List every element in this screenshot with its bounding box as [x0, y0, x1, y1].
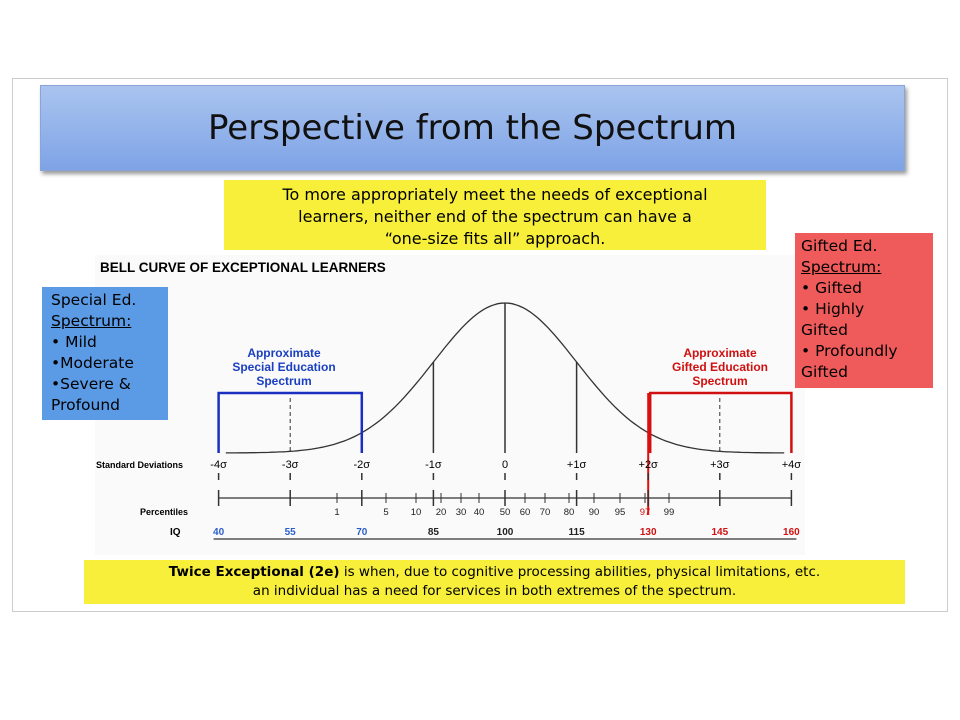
percentile-label: 50: [500, 507, 511, 518]
gifted-box: Gifted Ed. Spectrum: • Gifted • Highly Gifte…: [795, 233, 933, 388]
intro-box: To more appropriately meet the needs of …: [224, 180, 766, 250]
sd-tick-label: -2σ: [354, 459, 371, 471]
special-line: Special Ed.: [51, 291, 137, 309]
percentile-label: 30: [456, 507, 467, 518]
special-range: [217, 391, 364, 453]
intro-line: learners, neither end of the spectrum ca…: [298, 207, 692, 226]
percentile-label: 60: [520, 507, 531, 518]
range-label: Spectrum: [256, 374, 311, 388]
range-label: Gifted Education: [672, 360, 768, 374]
percentile-label: 20: [436, 507, 447, 518]
footer-line: Twice Exceptional (2e) is when, due to c…: [84, 563, 905, 582]
iq-label: 100: [497, 527, 514, 538]
gifted-range: [648, 391, 793, 453]
sd-tick-label: 0: [502, 459, 508, 471]
intro-line: To more appropriately meet the needs of …: [282, 185, 708, 204]
iq-label: 70: [356, 527, 368, 538]
sd-tick-label: -3σ: [282, 459, 299, 471]
percentile-label: 40: [474, 507, 485, 518]
range-label: Special Education: [232, 360, 335, 374]
special-line: Spectrum:: [51, 312, 132, 330]
iq-label: 115: [569, 527, 586, 538]
slide-title: Perspective from the Spectrum: [40, 85, 905, 171]
range-label: Approximate: [683, 346, 757, 360]
iq-axis-label: IQ: [170, 527, 181, 538]
footer-box: Twice Exceptional (2e) is when, due to c…: [84, 560, 905, 604]
percentile-label: 90: [589, 507, 600, 518]
percentile-label: 5: [383, 507, 388, 518]
gifted-line: Gifted Ed.: [801, 237, 878, 255]
special-line: Profound: [51, 396, 121, 414]
gifted-line: Gifted: [801, 321, 848, 339]
percentile-label: 80: [564, 507, 575, 518]
gifted-line: • Gifted: [801, 279, 863, 297]
iq-label: 40: [213, 527, 225, 538]
percentile-label: 97: [640, 507, 651, 518]
iq-label: 145: [711, 527, 728, 538]
diagram-title: BELL CURVE OF EXCEPTIONAL LEARNERS: [100, 260, 386, 275]
diagram-bg: [95, 255, 805, 555]
sd-tick-label: -4σ: [210, 459, 227, 471]
footer-text: is when, due to cognitive processing abi…: [339, 564, 821, 580]
range-label: Approximate: [247, 346, 321, 360]
sd-axis-label: Standard Deviations: [96, 460, 183, 470]
sd-tick-label: +2σ: [639, 459, 659, 471]
iq-label: 85: [428, 527, 440, 538]
percentile-label: 1: [334, 507, 339, 518]
iq-label: 130: [640, 527, 657, 538]
gifted-line: Gifted: [801, 363, 848, 381]
sd-tick-label: -1σ: [425, 459, 442, 471]
percentile-axis-label: Percentiles: [140, 507, 188, 517]
footer-line: an individual has a need for services in…: [252, 583, 737, 599]
sd-tick-label: +1σ: [567, 459, 587, 471]
sd-tick-label: +4σ: [782, 459, 802, 471]
percentile-label: 70: [540, 507, 551, 518]
iq-label: 160: [783, 527, 800, 538]
percentile-label: 10: [411, 507, 422, 518]
special-box: Special Ed. Spectrum: • Mild •Moderate •Seve…: [42, 287, 168, 420]
percentile-label: 95: [615, 507, 626, 518]
sd-tick-label: +3σ: [710, 459, 730, 471]
special-line: •Moderate: [51, 354, 134, 372]
range-label: Spectrum: [692, 374, 747, 388]
footer-bold: Twice Exceptional (2e): [168, 564, 340, 580]
gifted-line: • Profoundly: [801, 342, 898, 360]
intro-line: “one-size fits all” approach.: [384, 229, 606, 248]
gifted-line: • Highly: [801, 300, 865, 318]
special-line: • Mild: [51, 333, 97, 351]
iq-label: 55: [285, 527, 297, 538]
percentile-label: 99: [664, 507, 675, 518]
special-line: •Severe &: [51, 375, 131, 393]
gifted-line: Spectrum:: [801, 258, 882, 276]
